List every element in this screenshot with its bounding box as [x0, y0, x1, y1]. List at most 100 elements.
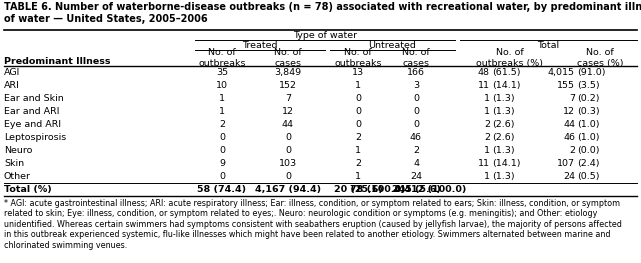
Text: 1: 1: [484, 107, 490, 116]
Text: 12: 12: [282, 107, 294, 116]
Text: 1: 1: [219, 94, 225, 103]
Text: Type of water: Type of water: [293, 31, 357, 39]
Text: 1: 1: [355, 81, 361, 90]
Text: 35: 35: [216, 68, 228, 77]
Text: (14.1): (14.1): [492, 81, 520, 90]
Text: 2: 2: [484, 133, 490, 142]
Text: 2: 2: [355, 159, 361, 168]
Text: (3.5): (3.5): [577, 81, 599, 90]
Text: 48: 48: [478, 68, 490, 77]
Text: 0: 0: [413, 107, 419, 116]
Text: 10: 10: [216, 81, 228, 90]
Text: 0: 0: [285, 133, 291, 142]
Text: No. of
outbreaks: No. of outbreaks: [198, 48, 246, 68]
Text: 58 (74.4): 58 (74.4): [197, 185, 247, 194]
Text: 0: 0: [413, 120, 419, 129]
Text: 7: 7: [569, 94, 575, 103]
Text: No. of
cases (%): No. of cases (%): [577, 48, 623, 68]
Text: 2: 2: [219, 120, 225, 129]
Text: 3,849: 3,849: [274, 68, 301, 77]
Text: 166: 166: [407, 68, 425, 77]
Text: 12: 12: [563, 107, 575, 116]
Text: 0: 0: [219, 146, 225, 155]
Text: 1: 1: [484, 172, 490, 181]
Text: 78 (100.0): 78 (100.0): [349, 185, 405, 194]
Text: (2.6): (2.6): [492, 120, 515, 129]
Text: 44: 44: [282, 120, 294, 129]
Text: TABLE 6. Number of waterborne-disease outbreaks (n = 78) associated with recreat: TABLE 6. Number of waterborne-disease ou…: [4, 2, 641, 24]
Text: 245 (5.6): 245 (5.6): [392, 185, 440, 194]
Text: 0: 0: [355, 107, 361, 116]
Text: 4: 4: [413, 159, 419, 168]
Text: 1: 1: [484, 94, 490, 103]
Text: 1: 1: [355, 172, 361, 181]
Text: Predominant Illness: Predominant Illness: [4, 57, 110, 66]
Text: Neuro: Neuro: [4, 146, 33, 155]
Text: 0: 0: [219, 172, 225, 181]
Text: 0: 0: [219, 133, 225, 142]
Text: (91.0): (91.0): [577, 68, 606, 77]
Text: Leptospirosis: Leptospirosis: [4, 133, 66, 142]
Text: Untreated: Untreated: [369, 41, 417, 49]
Text: No. of
cases: No. of cases: [274, 48, 302, 68]
Text: 46: 46: [410, 133, 422, 142]
Text: No. of
outbreaks: No. of outbreaks: [334, 48, 382, 68]
Text: 0: 0: [285, 146, 291, 155]
Text: (14.1): (14.1): [492, 159, 520, 168]
Text: 46: 46: [563, 133, 575, 142]
Text: No. of
cases: No. of cases: [402, 48, 430, 68]
Text: AGI: AGI: [4, 68, 21, 77]
Text: 2: 2: [569, 146, 575, 155]
Text: 9: 9: [219, 159, 225, 168]
Text: (1.0): (1.0): [577, 120, 599, 129]
Text: 4,412 (100.0): 4,412 (100.0): [394, 185, 467, 194]
Text: Ear and ARI: Ear and ARI: [4, 107, 60, 116]
Text: Skin: Skin: [4, 159, 24, 168]
Text: ARI: ARI: [4, 81, 20, 90]
Text: (2.4): (2.4): [577, 159, 599, 168]
Text: 155: 155: [557, 81, 575, 90]
Text: (1.3): (1.3): [492, 107, 515, 116]
Text: 0: 0: [355, 120, 361, 129]
Text: Other: Other: [4, 172, 31, 181]
Text: 1: 1: [355, 146, 361, 155]
Text: (1.3): (1.3): [492, 94, 515, 103]
Text: Total: Total: [537, 41, 560, 49]
Text: 2: 2: [484, 120, 490, 129]
Text: (0.2): (0.2): [577, 94, 599, 103]
Text: (1.3): (1.3): [492, 172, 515, 181]
Text: 44: 44: [563, 120, 575, 129]
Text: Total (%): Total (%): [4, 185, 52, 194]
Text: 3: 3: [413, 81, 419, 90]
Text: 0: 0: [355, 94, 361, 103]
Text: (0.5): (0.5): [577, 172, 599, 181]
Text: 103: 103: [279, 159, 297, 168]
Text: 107: 107: [557, 159, 575, 168]
Text: Eye and ARI: Eye and ARI: [4, 120, 61, 129]
Text: 1: 1: [484, 146, 490, 155]
Text: 7: 7: [285, 94, 291, 103]
Text: 2: 2: [413, 146, 419, 155]
Text: No. of
outbreaks (%): No. of outbreaks (%): [476, 48, 544, 68]
Text: 13: 13: [352, 68, 364, 77]
Text: (1.0): (1.0): [577, 133, 599, 142]
Text: 152: 152: [279, 81, 297, 90]
Text: 0: 0: [413, 94, 419, 103]
Text: Ear and Skin: Ear and Skin: [4, 94, 63, 103]
Text: 4,015: 4,015: [548, 68, 575, 77]
Text: 4,167 (94.4): 4,167 (94.4): [255, 185, 321, 194]
Text: 20 (25.6): 20 (25.6): [333, 185, 383, 194]
Text: Treated: Treated: [242, 41, 278, 49]
Text: 24: 24: [563, 172, 575, 181]
Text: (1.3): (1.3): [492, 146, 515, 155]
Text: 0: 0: [285, 172, 291, 181]
Text: (0.0): (0.0): [577, 146, 599, 155]
Text: (61.5): (61.5): [492, 68, 520, 77]
Text: (0.3): (0.3): [577, 107, 599, 116]
Text: 11: 11: [478, 81, 490, 90]
Text: 2: 2: [355, 133, 361, 142]
Text: 11: 11: [478, 159, 490, 168]
Text: 24: 24: [410, 172, 422, 181]
Text: * AGI: acute gastrointestinal illness; ARI: acute respiratory illness; Ear: illn: * AGI: acute gastrointestinal illness; A…: [4, 199, 622, 250]
Text: 1: 1: [219, 107, 225, 116]
